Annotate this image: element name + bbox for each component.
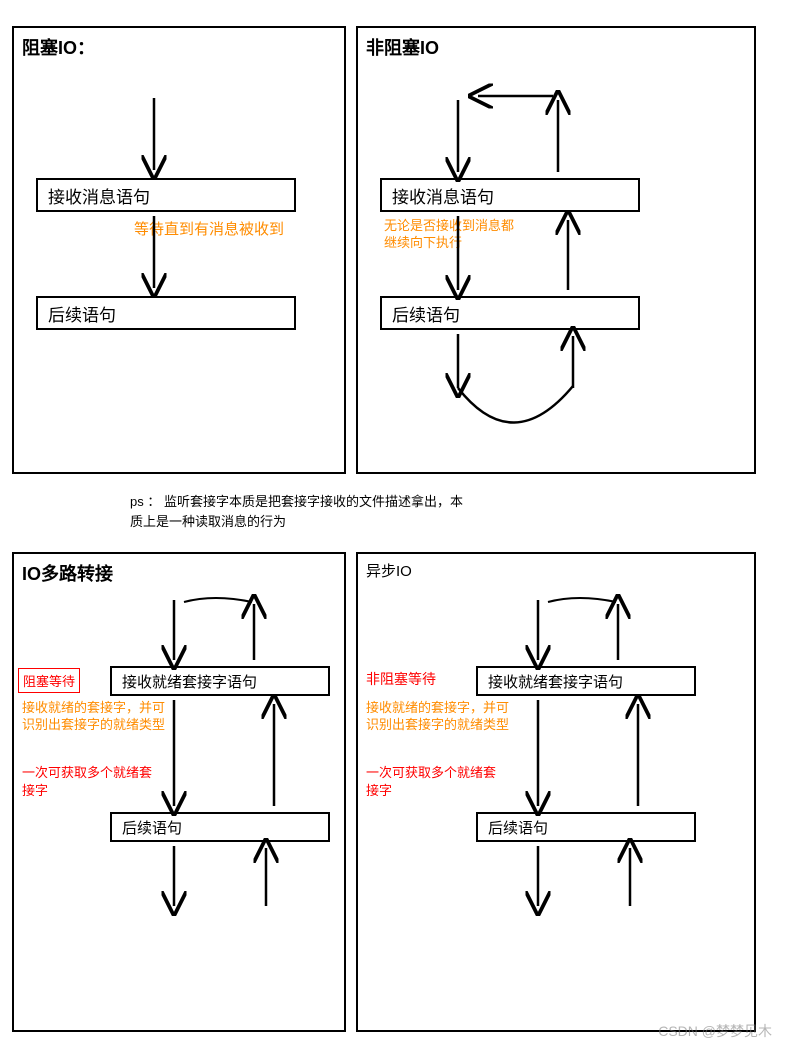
title-async: 异步IO: [366, 560, 412, 581]
box-recv-multiplex: 接收就绪套接字语句: [110, 666, 330, 696]
title-nonblocking: 非阻塞IO: [366, 34, 439, 60]
badge-blocking-wait: 阻塞等待: [18, 668, 80, 693]
note-async-1: 接收就绪的套接字，并可识别出套接字的就绪类型: [366, 700, 516, 734]
note-multiplex-1: 接收就绪的套接字，并可识别出套接字的就绪类型: [22, 700, 172, 734]
box-recv-async: 接收就绪套接字语句: [476, 666, 696, 696]
panel-nonblocking-io: 非阻塞IO 接收消息语句 无论是否接收到消息都继续向下执行 后续语句: [356, 26, 756, 474]
panel-blocking-io: 阻塞IO： 接收消息语句 等待直到有消息被收到 后续语句: [12, 26, 346, 474]
ps-note: ps ： 监听套接字本质是把套接字接收的文件描述拿出，本质上是一种读取消息的行为: [130, 492, 470, 531]
box-next-nonblocking: 后续语句: [380, 296, 640, 330]
note-blocking-text: 等待直到有消息被收到: [134, 221, 284, 238]
panel-multiplex-io: IO多路转接 阻塞等待 接收就绪套接字语句 接收就绪的套接字，并可识别出套接字的…: [12, 552, 346, 1032]
note-async-2: 一次可获取多个就绪套接字: [366, 764, 496, 800]
watermark: CSDN @梦梦见木: [658, 1021, 772, 1041]
arrows-nonblocking: [358, 28, 758, 476]
box-next-blocking: 后续语句: [36, 296, 296, 330]
title-multiplex: IO多路转接: [22, 560, 113, 586]
box-recv-nonblocking: 接收消息语句: [380, 178, 640, 212]
box-next-multiplex: 后续语句: [110, 812, 330, 842]
panel-async-io: 异步IO 非阻塞等待 接收就绪套接字语句 接收就绪的套接字，并可识别出套接字的就…: [356, 552, 756, 1032]
box-next-async: 后续语句: [476, 812, 696, 842]
note-nonblocking-text: 无论是否接收到消息都继续向下执行: [384, 218, 514, 250]
note-multiplex-2: 一次可获取多个就绪套接字: [22, 764, 152, 800]
title-blocking: 阻塞IO：: [22, 34, 95, 60]
note-blocking: 等待直到有消息被收到: [134, 220, 314, 240]
box-recv-blocking: 接收消息语句: [36, 178, 296, 212]
badge-nonblocking-wait: 非阻塞等待: [366, 670, 436, 690]
note-nonblocking: 无论是否接收到消息都继续向下执行: [384, 218, 514, 252]
arrows-blocking: [14, 28, 348, 476]
